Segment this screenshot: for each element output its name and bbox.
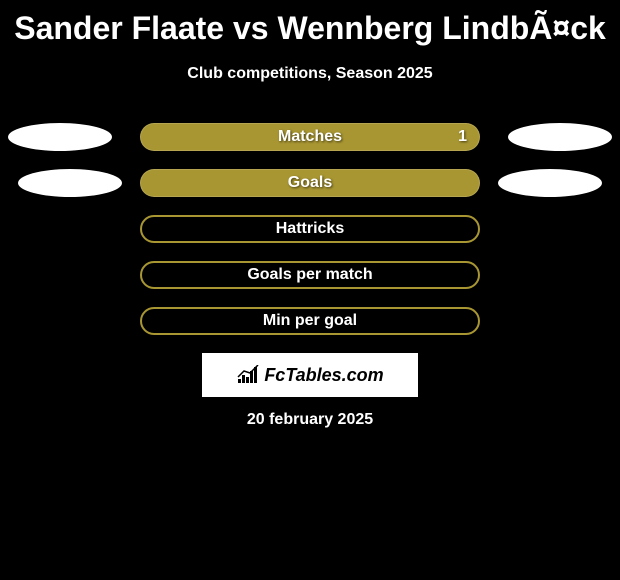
stat-row-min-per-goal: Min per goal	[0, 307, 620, 335]
date-text: 20 february 2025	[0, 411, 620, 429]
stat-label: Goals per match	[247, 266, 372, 284]
logo-content: FcTables.com	[236, 365, 383, 386]
right-value-ellipse	[508, 123, 612, 151]
comparison-title: Sander Flaate vs Wennberg LindbÃ¤ck	[0, 0, 620, 47]
comparison-subtitle: Club competitions, Season 2025	[0, 65, 620, 83]
left-value-ellipse	[8, 123, 112, 151]
stat-row-hattricks: Hattricks	[0, 215, 620, 243]
stat-value: 1	[458, 128, 467, 146]
stat-label: Min per goal	[263, 312, 357, 330]
bar-chart-icon	[236, 365, 260, 385]
right-value-ellipse	[498, 169, 602, 197]
stats-container: Matches 1 Goals Hattricks Goals per matc…	[0, 123, 620, 335]
stat-bar-goals-per-match: Goals per match	[140, 261, 480, 289]
stat-label: Goals	[288, 174, 332, 192]
stat-bar-goals: Goals	[140, 169, 480, 197]
stat-bar-matches: Matches 1	[140, 123, 480, 151]
stat-bar-min-per-goal: Min per goal	[140, 307, 480, 335]
logo-text: FcTables.com	[264, 365, 383, 386]
stat-row-goals: Goals	[0, 169, 620, 197]
stat-label: Matches	[278, 128, 342, 146]
logo-box[interactable]: FcTables.com	[202, 353, 418, 397]
stat-label: Hattricks	[276, 220, 344, 238]
stat-row-matches: Matches 1	[0, 123, 620, 151]
left-value-ellipse	[18, 169, 122, 197]
stat-row-goals-per-match: Goals per match	[0, 261, 620, 289]
stat-bar-hattricks: Hattricks	[140, 215, 480, 243]
